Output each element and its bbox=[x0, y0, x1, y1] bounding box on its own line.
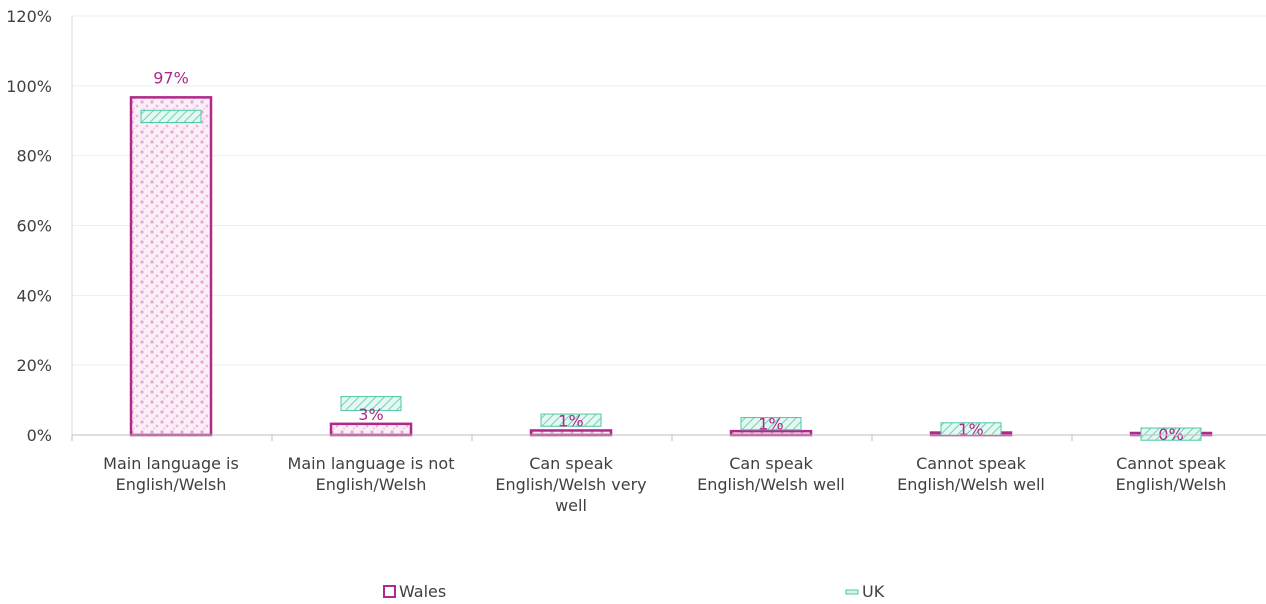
legend-swatch-wales bbox=[383, 585, 396, 598]
legend-swatch-uk bbox=[845, 589, 859, 595]
y-tick-label: 100% bbox=[6, 77, 52, 96]
data-label: 1% bbox=[558, 411, 583, 430]
wales-bars bbox=[129, 96, 1213, 437]
uk-marker bbox=[740, 417, 802, 431]
legend-label-wales: Wales bbox=[399, 582, 446, 601]
wales-bar bbox=[329, 422, 413, 437]
y-tick-label: 0% bbox=[27, 426, 52, 445]
y-axis-ticks: 0% 20% 40% 60% 80% 100% 120% bbox=[6, 7, 52, 445]
data-label: 1% bbox=[758, 415, 783, 434]
y-tick-label: 120% bbox=[6, 7, 52, 26]
data-label: 97% bbox=[153, 68, 189, 87]
y-tick-label: 40% bbox=[16, 286, 52, 305]
category-label: Can speak English/Welsh well bbox=[697, 454, 845, 494]
uk-marker bbox=[340, 396, 402, 412]
wales-bar bbox=[529, 429, 613, 437]
category-label: Main language is English/Welsh bbox=[103, 454, 239, 494]
category-label: Can speak English/Welsh very well bbox=[495, 454, 646, 515]
x-axis bbox=[71, 16, 1266, 441]
y-tick-label: 80% bbox=[16, 147, 52, 166]
data-labels: 97%3% 1% 1% 1% 0% bbox=[153, 68, 1183, 444]
y-tick-label: 20% bbox=[16, 356, 52, 375]
category-label: Cannot speak English/Welsh bbox=[1116, 454, 1227, 494]
category-label: Main language is not English/Welsh bbox=[288, 454, 455, 494]
wales-bar bbox=[129, 96, 213, 437]
uk-marker bbox=[540, 413, 602, 427]
gridlines bbox=[72, 15, 1266, 366]
uk-marker bbox=[140, 109, 202, 123]
data-label: 1% bbox=[958, 420, 983, 439]
legend-label-uk: UK bbox=[862, 582, 885, 601]
category-label: Cannot speak English/Welsh well bbox=[897, 454, 1045, 494]
y-tick-label: 60% bbox=[16, 217, 52, 236]
uk-markers bbox=[140, 109, 1202, 441]
category-labels: Main language is English/Welsh Main langua… bbox=[103, 454, 1226, 515]
uk-marker bbox=[1140, 427, 1202, 441]
legend: Wales UK bbox=[383, 582, 885, 601]
data-label: 3% bbox=[358, 405, 383, 424]
